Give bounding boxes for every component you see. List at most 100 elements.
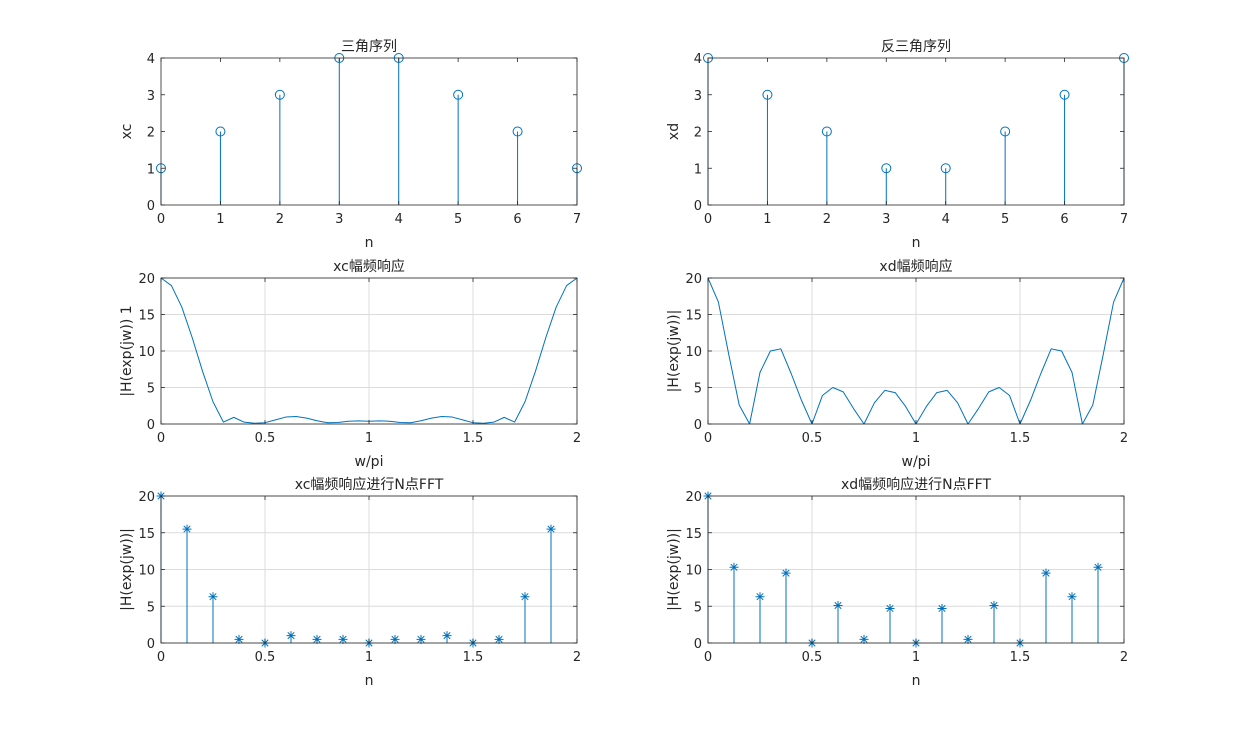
stem-marker <box>338 634 348 644</box>
y-tick-label: 4 <box>694 52 702 67</box>
stem-marker <box>937 603 947 613</box>
stem-marker <box>1093 562 1103 572</box>
x-tick-label: 0 <box>704 212 712 227</box>
y-tick-label: 5 <box>694 382 702 397</box>
stem-marker <box>215 126 226 137</box>
x-tick-label: 6 <box>513 212 521 227</box>
y-tick-label: 15 <box>685 309 702 324</box>
x-tick-label: 1.5 <box>463 650 484 665</box>
x-axis-label: n <box>365 235 374 251</box>
stem-marker <box>286 631 296 641</box>
stem-marker <box>1041 568 1051 578</box>
chart-5: 0 0.5 1 1.5 205101520xc幅频响应进行N点FFTn|H(exp(jw… <box>119 476 581 689</box>
y-tick-label: 0 <box>147 199 155 214</box>
y-tick-label: 0 <box>694 199 702 214</box>
stem-marker <box>859 634 869 644</box>
x-tick-label: 1.5 <box>463 431 484 446</box>
x-tick-label: 0 <box>157 431 165 446</box>
x-tick-label: 2 <box>1120 431 1128 446</box>
y-tick-label: 1 <box>147 162 155 177</box>
x-tick-label: 5 <box>454 212 462 227</box>
stem-marker <box>390 634 400 644</box>
x-tick-label: 6 <box>1060 212 1068 227</box>
x-tick-label: 2 <box>573 431 581 446</box>
x-tick-label: 7 <box>573 212 581 227</box>
stem-marker <box>781 568 791 578</box>
stem-marker <box>762 89 773 100</box>
y-tick-label: 20 <box>685 272 702 287</box>
stem-marker <box>208 592 218 602</box>
y-tick-label: 10 <box>685 345 702 360</box>
x-tick-label: 7 <box>1120 212 1128 227</box>
stem-marker <box>885 603 895 613</box>
plot-area <box>708 58 1124 205</box>
chart-title: 反三角序列 <box>881 39 951 55</box>
y-tick-label: 1 <box>694 162 702 177</box>
stem-marker <box>520 592 530 602</box>
plot-area <box>161 58 577 205</box>
y-tick-label: 3 <box>147 89 155 104</box>
x-tick-label: 0 <box>704 650 712 665</box>
y-tick-label: 3 <box>694 89 702 104</box>
stem-marker <box>1067 592 1077 602</box>
x-tick-label: 3 <box>882 212 890 227</box>
chart-6: 0 0.5 1 1.5 205101520xd幅频响应进行N点FFTn|H(exp(jw… <box>666 476 1128 689</box>
y-tick-label: 15 <box>138 527 155 542</box>
y-tick-label: 2 <box>694 126 702 141</box>
x-tick-label: 1 <box>365 431 373 446</box>
stem-marker <box>546 524 556 534</box>
x-tick-label: 0 <box>157 212 165 227</box>
chart-1: 0 1 2 3 4 5 6 7 0 1 2 3 4 三角序列 n xc <box>119 39 582 251</box>
stem-marker <box>494 634 504 644</box>
y-tick-label: 5 <box>147 382 155 397</box>
y-tick-label: 10 <box>138 345 155 360</box>
y-tick-label: 10 <box>685 564 702 579</box>
stem-marker <box>881 163 892 174</box>
y-tick-label: 2 <box>147 126 155 141</box>
x-axis-label: n <box>912 235 921 251</box>
y-tick-label: 4 <box>147 52 155 67</box>
x-tick-label: 1.5 <box>1010 431 1031 446</box>
stem-marker <box>940 163 951 174</box>
y-tick-label: 5 <box>694 600 702 615</box>
x-tick-label: 2 <box>1120 650 1128 665</box>
x-tick-label: 0 <box>704 431 712 446</box>
chart-2: 0 1 2 3 4 5 6 7 0 1 2 3 4 反三角序列 n xd <box>666 39 1129 251</box>
y-tick-label: 15 <box>685 527 702 542</box>
x-tick-label: 1.5 <box>1010 650 1031 665</box>
stem-marker <box>182 524 192 534</box>
stem-marker <box>1059 89 1070 100</box>
x-tick-label: 2 <box>823 212 831 227</box>
stem-marker <box>453 89 464 100</box>
x-tick-label: 1 <box>216 212 224 227</box>
stem-marker <box>416 634 426 644</box>
y-axis-label: |H(exp(jw))| <box>119 528 135 611</box>
x-tick-label: 4 <box>395 212 403 227</box>
y-tick-label: 20 <box>685 490 702 505</box>
stem-marker <box>512 126 523 137</box>
chart-title: 三角序列 <box>341 39 397 55</box>
x-tick-label: 0 <box>157 650 165 665</box>
chart-title: xd幅频响应 <box>879 258 952 275</box>
y-tick-label: 15 <box>138 309 155 324</box>
stem-marker <box>833 601 843 611</box>
chart-title: xd幅频响应进行N点FFT <box>841 476 992 493</box>
x-tick-label: 2 <box>276 212 284 227</box>
x-axis-label: w/pi <box>902 454 931 470</box>
y-axis-label: |H(exp(jw)) 1 <box>119 305 135 396</box>
x-axis-label: w/pi <box>355 454 384 470</box>
x-tick-label: 1 <box>912 650 920 665</box>
stem-marker <box>312 634 322 644</box>
x-tick-label: 0.5 <box>255 650 276 665</box>
x-tick-label: 1 <box>365 650 373 665</box>
x-tick-label: 0.5 <box>802 650 823 665</box>
y-tick-label: 0 <box>694 637 702 652</box>
y-tick-label: 0 <box>147 637 155 652</box>
stem-marker <box>1000 126 1011 137</box>
x-tick-label: 0.5 <box>255 431 276 446</box>
y-tick-label: 10 <box>138 564 155 579</box>
y-tick-label: 5 <box>147 600 155 615</box>
